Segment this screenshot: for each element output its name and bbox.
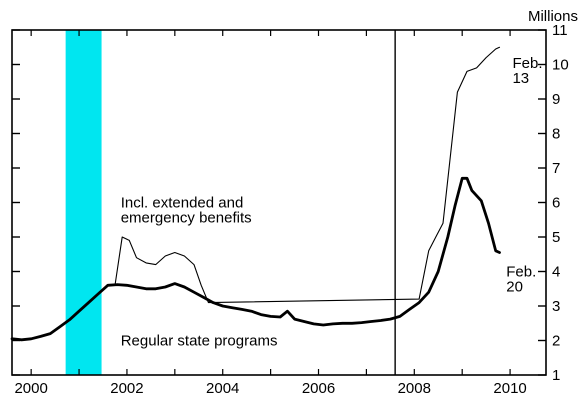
series-regular-state-programs	[10, 176, 501, 342]
y-tick-label: 5	[552, 229, 560, 246]
annotation-text: Incl. extended and	[121, 195, 244, 212]
y-axis-label: Millions	[528, 8, 578, 25]
y-tick-label: 2	[552, 333, 560, 350]
series-incl-extended-benefits	[114, 46, 501, 304]
x-tick-labels: 2000 2002 2004 2006 2008 2010	[14, 380, 526, 397]
annotation-text: emergency benefits	[121, 210, 252, 227]
annotation-text: Feb.	[512, 55, 542, 72]
annotation-text: 20	[506, 279, 523, 296]
recession-shading	[65, 30, 102, 375]
y-tick-labels: 1 2 3 4 5 6 7 8 9 10 11	[552, 22, 569, 384]
y-tick-label: 6	[552, 195, 560, 212]
x-tick-label: 2008	[398, 380, 431, 397]
series-layer	[10, 46, 501, 342]
y-tick-label: 3	[552, 298, 560, 315]
x-tick-label: 2010	[493, 380, 526, 397]
x-tick-label: 2000	[14, 380, 47, 397]
x-tick-label: 2002	[110, 380, 143, 397]
tick-marks	[12, 29, 546, 376]
x-tick-label: 2006	[302, 380, 335, 397]
plot-frame	[11, 29, 547, 376]
y-tick-label: 11	[552, 22, 568, 39]
y-tick-label: 10	[552, 57, 569, 74]
y-tick-label: 1	[552, 367, 560, 384]
x-tick-label: 2004	[206, 380, 239, 397]
annotation-text: 13	[512, 70, 529, 87]
y-tick-label: 4	[552, 264, 560, 281]
y-tick-label: 8	[552, 126, 560, 143]
annotation-text: Feb.	[506, 264, 536, 281]
y-tick-label: 9	[552, 91, 560, 108]
y-tick-label: 7	[552, 160, 560, 177]
annotation-text: Regular state programs	[121, 333, 278, 350]
